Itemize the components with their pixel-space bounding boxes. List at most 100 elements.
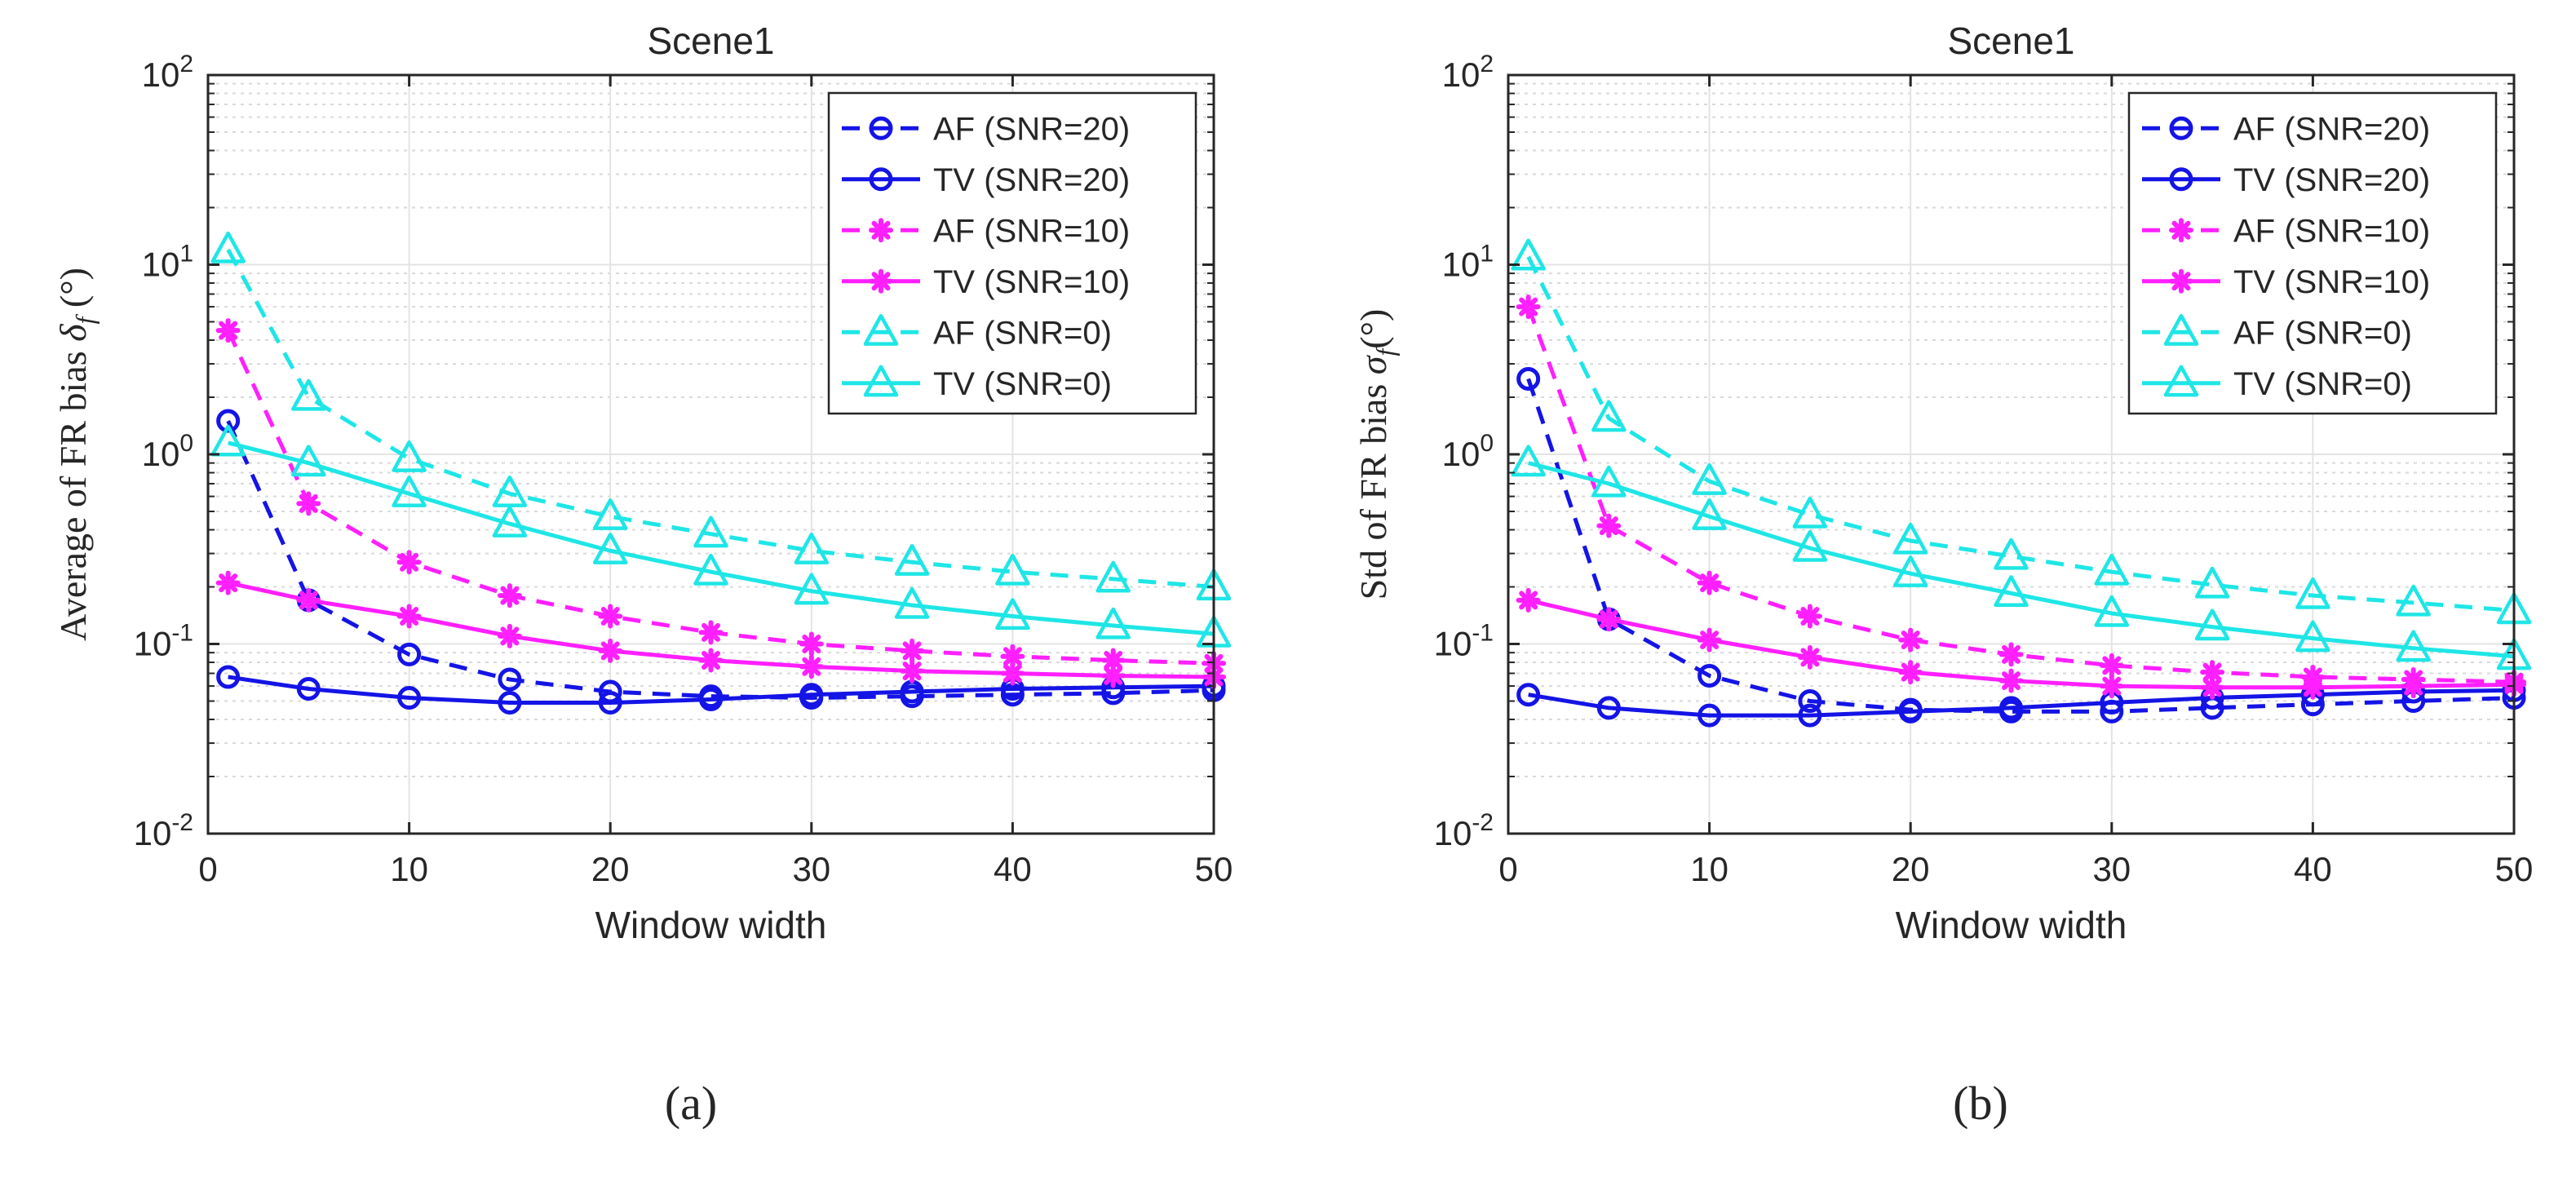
series-tv-snr-0 — [210, 424, 1232, 648]
data-point — [2295, 620, 2330, 653]
x-axis-label: Window width — [1896, 904, 2127, 946]
data-point — [2200, 660, 2225, 685]
legend-marker — [2169, 116, 2193, 140]
data-point — [799, 654, 824, 679]
data-point — [492, 476, 528, 507]
legend-marker — [863, 314, 899, 346]
chart-panel-b: 0 10 20 30 40 5010-210-1100101102Scene1Window… — [1352, 20, 2533, 1130]
chart-title: Scene1 — [1947, 20, 2074, 62]
y-tick-exponent: -2 — [171, 809, 193, 836]
series-tv-snr-10 — [1516, 587, 2526, 700]
data-point — [1591, 400, 1627, 432]
data-point — [698, 620, 724, 645]
data-point — [2396, 630, 2431, 662]
data-point — [396, 550, 422, 575]
data-point — [799, 631, 824, 657]
data-point — [794, 573, 830, 605]
y-tick-base: 10 — [1442, 435, 1481, 473]
data-point — [995, 553, 1030, 586]
legend-label: AF (SNR=10) — [2233, 213, 2430, 249]
data-point-core — [403, 556, 415, 569]
data-point — [1100, 663, 1126, 688]
data-point — [291, 445, 326, 477]
x-tick-label: 40 — [2294, 850, 2332, 888]
data-point-core — [2105, 659, 2118, 671]
legend-marker — [869, 116, 893, 140]
y-tick-base: 10 — [1434, 814, 1472, 852]
x-tick-label: 10 — [390, 850, 428, 888]
ticks — [1507, 73, 2516, 835]
data-point — [1095, 560, 1131, 593]
series-line — [1526, 378, 2515, 714]
data-point — [2401, 674, 2426, 699]
y-tick-label: 102 — [142, 51, 193, 94]
data-point — [215, 570, 241, 595]
data-point — [2094, 553, 2130, 586]
x-tick-label: 30 — [2092, 850, 2131, 888]
data-point — [1792, 496, 1828, 529]
y-tick-base: 10 — [134, 625, 172, 663]
data-point — [296, 491, 321, 516]
data-point-core — [2307, 681, 2319, 693]
legend-label: TV (SNR=10) — [933, 264, 1130, 300]
data-point — [1596, 513, 1622, 538]
data-point — [699, 687, 723, 711]
data-point-core — [604, 610, 617, 622]
data-point — [397, 642, 422, 666]
legend-label: TV (SNR=0) — [2233, 366, 2412, 402]
data-point — [1000, 661, 1025, 686]
data-point-core — [403, 610, 415, 622]
data-point-core — [1107, 654, 1119, 666]
data-point-core — [1603, 613, 1615, 626]
data-point — [2295, 577, 2330, 609]
series-line — [1526, 255, 2515, 613]
data-point — [216, 409, 241, 433]
data-point-core — [1522, 301, 1534, 313]
y-axis-label-unit: (°) — [52, 268, 94, 317]
data-point-core — [503, 630, 516, 642]
y-tick-exponent: -1 — [1472, 620, 1494, 647]
data-point — [693, 553, 728, 586]
data-point-core — [1804, 651, 1816, 663]
series-tv-snr-20 — [1516, 678, 2526, 728]
data-point — [894, 543, 930, 576]
series-line — [228, 675, 1215, 706]
data-point — [1994, 538, 2029, 570]
data-point-core — [222, 577, 234, 589]
data-point — [392, 476, 427, 507]
data-point — [598, 604, 623, 629]
legend-marker-core — [875, 275, 887, 287]
y-tick-exponent: -1 — [171, 620, 193, 647]
data-point — [210, 424, 246, 457]
data-point — [900, 658, 925, 684]
y-tick-label: 10-2 — [134, 809, 193, 852]
data-point — [2300, 675, 2326, 700]
x-tick-label: 20 — [1892, 850, 1930, 888]
panel-caption: (a) — [665, 1077, 717, 1130]
data-point — [1100, 648, 1126, 673]
data-point — [1000, 644, 1025, 669]
data-point — [693, 515, 728, 548]
data-point-core — [1703, 577, 1715, 589]
data-point — [2200, 675, 2225, 700]
data-point — [1692, 498, 1727, 530]
data-point — [2194, 566, 2230, 599]
data-point — [498, 691, 522, 715]
data-point-core — [906, 665, 918, 677]
data-point — [210, 231, 246, 263]
data-point — [1511, 238, 1546, 271]
legend-marker — [2163, 365, 2199, 397]
data-point — [1516, 366, 1541, 391]
y-tick-exponent: 1 — [179, 241, 193, 268]
y-tick-base: 10 — [134, 814, 172, 852]
series-line — [226, 420, 1215, 701]
y-tick-base: 10 — [142, 246, 180, 284]
panel-caption: (b) — [1953, 1077, 2008, 1130]
x-tick-label: 10 — [1690, 850, 1728, 888]
legend-marker-core — [875, 224, 887, 237]
data-point — [1797, 644, 1822, 670]
data-point-core — [805, 638, 817, 650]
data-point-core — [705, 626, 717, 639]
series-af-snr-0 — [210, 231, 1232, 601]
